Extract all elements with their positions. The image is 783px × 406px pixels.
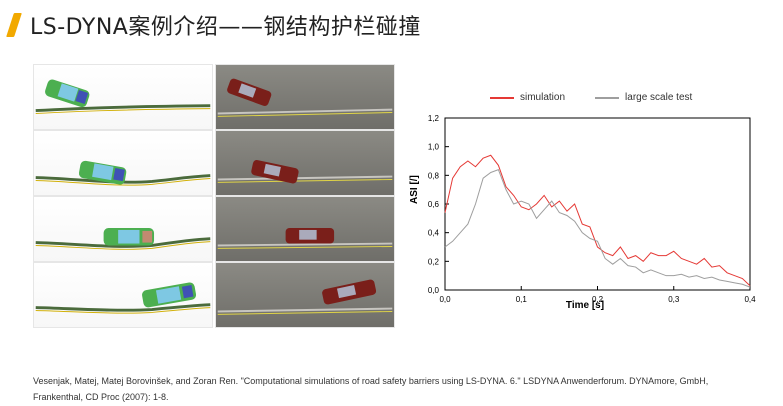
y-tick-label: 0,6	[428, 200, 440, 209]
legend-swatch-test	[595, 96, 620, 99]
slide-header: LS-DYNA案例介绍——钢结构护栏碰撞	[6, 10, 421, 40]
test-frame-2	[215, 130, 395, 196]
legend-label-simulation: simulation	[520, 92, 566, 103]
series-test-line	[444, 168, 751, 288]
y-tick-label: 0,4	[428, 229, 440, 238]
test-frame-3-illustration	[217, 228, 393, 249]
x-tick-label: 0,3	[668, 295, 680, 304]
test-frame-1-illustration	[217, 78, 393, 117]
simulation-frame-4	[33, 262, 213, 328]
x-tick-label: 0,0	[439, 295, 451, 304]
legend-swatch-simulation	[490, 96, 514, 99]
simulation-frame-1-illustration	[35, 79, 211, 114]
legend-label-test: large scale test	[625, 92, 693, 103]
simulation-frame-3-illustration	[35, 228, 211, 250]
simulation-frame-3	[33, 196, 213, 262]
x-tick-label: 0,1	[516, 295, 528, 304]
test-frame-2-illustration	[217, 160, 393, 184]
test-frame-4-illustration	[217, 279, 393, 315]
slide-title: LS-DYNA案例介绍——钢结构护栏碰撞	[30, 15, 421, 40]
legend-item-test: large scale test	[595, 92, 692, 103]
chart-svg: 0,0 0,2 0,4 0,6 0,8 1,0 1,2 0,0 0,1 0,2 0,3 0,4 AS…	[409, 114, 756, 311]
simulation-frame-1	[33, 64, 213, 130]
y-tick-label: 0,8	[428, 171, 440, 180]
y-axis-label: ASI [/]	[409, 175, 420, 204]
series-simulation-line	[444, 154, 751, 287]
x-axis-label: Time [s]	[566, 300, 604, 311]
citation: Vesenjak, Matej, Matej Borovinšek, and Z…	[33, 373, 753, 405]
test-frame-3	[215, 196, 395, 262]
x-tick-label: 0,2	[592, 295, 604, 304]
test-frame-1	[215, 64, 395, 130]
simulation-frame-2-illustration	[35, 160, 211, 186]
simulation-frame-2	[33, 130, 213, 196]
legend-item-simulation: simulation	[490, 92, 565, 103]
crash-frames-grid	[33, 64, 395, 332]
y-tick-label: 0,2	[428, 257, 440, 266]
citation-line-1: Vesenjak, Matej, Matej Borovinšek, and Z…	[33, 376, 709, 386]
accent-bar-icon	[6, 13, 22, 37]
asi-chart: simulation large scale test 0,0 0,2 0,4 0,6…	[405, 80, 765, 318]
y-tick-label: 1,0	[428, 143, 440, 152]
plot-area	[444, 117, 751, 291]
test-frame-4	[215, 262, 395, 328]
chart-legend: simulation large scale test	[490, 92, 692, 103]
citation-line-2: Frankenthal, CD Proc (2007): 1-8.	[33, 392, 169, 402]
y-tick-label: 1,2	[428, 114, 440, 123]
y-tick-label: 0,0	[428, 286, 440, 295]
x-tick-label: 0,4	[744, 295, 756, 304]
simulation-frame-4-illustration	[35, 282, 211, 314]
